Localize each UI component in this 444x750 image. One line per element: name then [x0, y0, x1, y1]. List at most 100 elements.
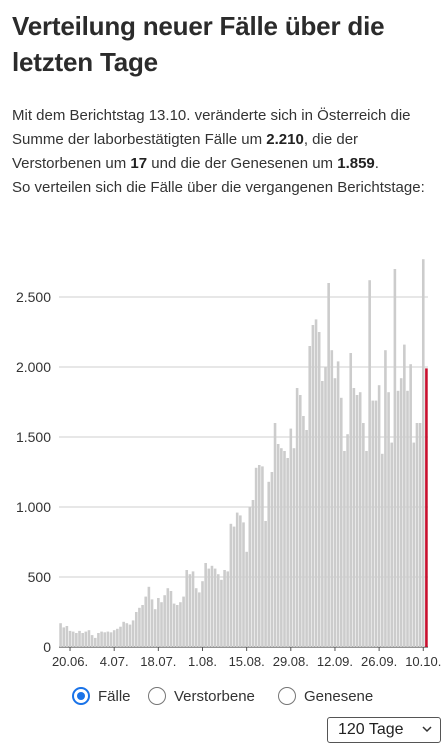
bar[interactable] [374, 400, 378, 647]
bar[interactable] [157, 598, 160, 647]
radio-faelle[interactable]: Fälle [72, 684, 131, 708]
bar[interactable] [59, 623, 62, 647]
bar[interactable] [418, 423, 422, 647]
bar[interactable] [144, 596, 148, 647]
bar[interactable] [251, 500, 255, 647]
bar[interactable] [317, 332, 321, 647]
bar[interactable] [213, 568, 217, 647]
bar[interactable] [131, 620, 135, 647]
bar[interactable] [229, 523, 233, 647]
bar[interactable] [153, 609, 157, 647]
bar[interactable] [365, 451, 368, 647]
bar[interactable] [179, 602, 182, 647]
bar[interactable] [134, 612, 138, 647]
bar[interactable] [295, 388, 299, 647]
bar[interactable] [87, 630, 91, 647]
bar[interactable] [399, 378, 403, 647]
bar[interactable] [216, 574, 220, 647]
bar[interactable] [103, 632, 107, 647]
bar[interactable] [358, 392, 362, 647]
bar[interactable] [75, 633, 78, 647]
bar[interactable] [141, 605, 144, 647]
bar[interactable] [261, 466, 264, 647]
bar[interactable] [393, 269, 397, 647]
bar[interactable] [182, 596, 185, 647]
bar[interactable] [270, 472, 274, 647]
bar[interactable] [90, 635, 94, 647]
bar[interactable] [273, 423, 277, 647]
bar[interactable] [125, 623, 129, 647]
bar[interactable] [169, 591, 173, 647]
bar[interactable] [71, 631, 75, 647]
bar-latest[interactable] [425, 368, 428, 647]
bar[interactable] [194, 588, 198, 647]
bar[interactable] [302, 416, 305, 647]
bar[interactable] [78, 630, 81, 647]
bar[interactable] [191, 571, 195, 647]
bar[interactable] [201, 581, 204, 647]
bar[interactable] [396, 390, 400, 647]
bar[interactable] [308, 346, 312, 647]
radio-verstorbene[interactable]: Verstorbene [148, 684, 255, 708]
bar[interactable] [112, 630, 116, 647]
bar[interactable] [248, 507, 252, 647]
bar[interactable] [242, 522, 245, 647]
bar[interactable] [371, 400, 375, 647]
bar[interactable] [352, 388, 356, 647]
bar[interactable] [232, 526, 236, 647]
bar[interactable] [339, 397, 343, 647]
bar[interactable] [235, 512, 239, 647]
bar[interactable] [314, 319, 318, 647]
bar[interactable] [305, 430, 308, 647]
bar[interactable] [377, 385, 381, 647]
bar[interactable] [175, 605, 179, 647]
bar[interactable] [220, 579, 223, 647]
bar[interactable] [223, 570, 226, 647]
bar[interactable] [276, 444, 280, 647]
radio-faelle-circle[interactable] [72, 687, 90, 705]
bar[interactable] [355, 395, 359, 647]
bar[interactable] [333, 378, 337, 647]
bar[interactable] [387, 392, 390, 647]
bar[interactable] [81, 633, 84, 647]
radio-genesene-circle[interactable] [278, 687, 296, 705]
bar[interactable] [415, 423, 419, 647]
bar[interactable] [245, 551, 248, 647]
bar[interactable] [346, 434, 349, 647]
bar[interactable] [321, 381, 324, 647]
bar[interactable] [362, 423, 365, 647]
bar[interactable] [409, 364, 412, 647]
bar[interactable] [343, 451, 346, 647]
bar[interactable] [100, 631, 103, 647]
radio-genesene[interactable]: Genesene [278, 684, 373, 708]
bar[interactable] [406, 390, 409, 647]
bar[interactable] [68, 630, 72, 647]
bar[interactable] [292, 448, 296, 647]
range-select[interactable]: 120 Tage [327, 717, 441, 743]
bar[interactable] [349, 353, 353, 647]
bar[interactable] [283, 451, 286, 647]
bar[interactable] [336, 361, 340, 647]
bar[interactable] [93, 637, 97, 647]
bar[interactable] [289, 428, 293, 647]
bar[interactable] [324, 367, 327, 647]
bar[interactable] [368, 280, 371, 647]
bar[interactable] [390, 442, 394, 647]
bar[interactable] [150, 599, 154, 647]
bar[interactable] [264, 521, 267, 647]
bar[interactable] [204, 563, 207, 647]
bar[interactable] [267, 481, 271, 647]
bar[interactable] [226, 571, 230, 647]
bar[interactable] [403, 344, 406, 647]
bar[interactable] [254, 467, 258, 647]
bar[interactable] [122, 621, 125, 647]
bar[interactable] [119, 626, 122, 647]
bar[interactable] [239, 515, 242, 647]
bar[interactable] [128, 624, 132, 647]
bar[interactable] [116, 628, 119, 647]
bar[interactable] [330, 350, 334, 647]
bar[interactable] [62, 627, 66, 647]
bar[interactable] [257, 465, 261, 647]
bar[interactable] [280, 448, 283, 647]
bar[interactable] [286, 458, 289, 647]
